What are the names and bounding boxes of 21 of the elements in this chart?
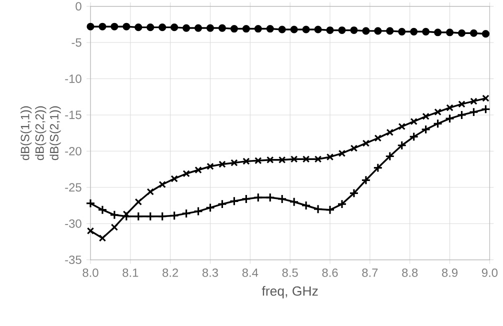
y-tick-label: -10 <box>65 74 82 83</box>
y-tick-label: -35 <box>65 255 82 264</box>
x-tick-label: 8.1 <box>122 268 138 277</box>
x-tick-label: 8.9 <box>442 268 458 277</box>
y-tick-label: -15 <box>65 110 82 119</box>
y-tick-label: -25 <box>65 182 82 192</box>
x-tick-label: 8.0 <box>82 268 98 277</box>
x-tick-label: 8.4 <box>242 268 258 277</box>
x-axis-title: freq, GHz <box>262 286 318 298</box>
x-tick-label: 8.6 <box>322 268 338 277</box>
x-tick-label: 8.8 <box>402 268 418 277</box>
y-axis-title: dB(S(1,1)) dB(S(2,2)) dB(S(2,1)) <box>20 106 61 160</box>
y-tick-label: -30 <box>65 219 82 228</box>
x-tick-label: 9.0 <box>482 268 498 277</box>
x-tick-label: 8.2 <box>162 268 178 277</box>
y-tick-label: -5 <box>72 38 82 47</box>
x-tick-label: 8.5 <box>282 268 298 277</box>
y-tick-label: -20 <box>65 146 82 156</box>
y-tick-label: 0 <box>76 2 82 10</box>
x-tick-label: 8.3 <box>202 268 218 277</box>
x-tick-label: 8.7 <box>362 268 378 277</box>
